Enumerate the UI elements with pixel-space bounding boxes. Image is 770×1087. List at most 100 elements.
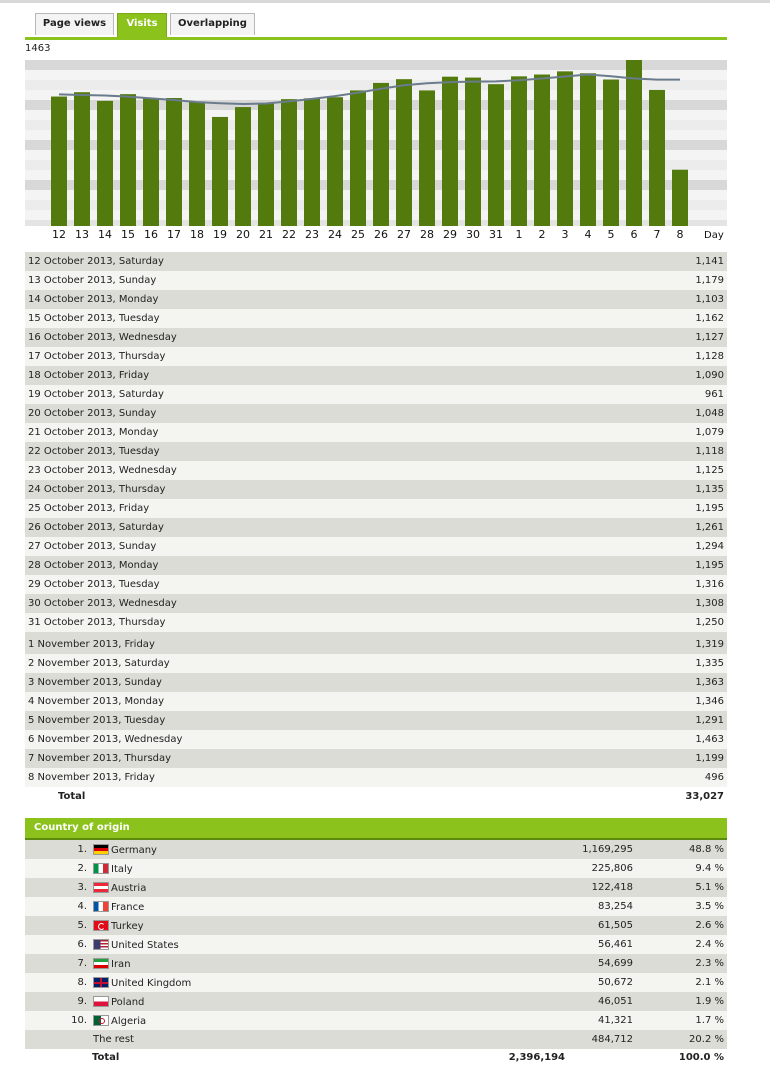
flag-poland-icon [93, 995, 109, 1007]
daily-row: 1 November 2013, Friday 1,319 [25, 632, 727, 654]
country-percent: 2.6 % [695, 920, 724, 931]
tab-underline [25, 37, 727, 40]
chart-bar [511, 76, 527, 227]
daily-date: 29 October 2013, Tuesday [28, 579, 160, 590]
flag-algeria-icon [93, 1014, 109, 1026]
country-rest-row: The rest 484,712 20.2 % [25, 1030, 727, 1049]
daily-date: 2 November 2013, Saturday [28, 658, 170, 669]
country-percent: 48.8 % [689, 844, 724, 855]
country-row: 10. Algeria 41,321 1.7 % [25, 1011, 727, 1030]
chart-bar [281, 99, 297, 226]
chart-x-tick-label: 26 [374, 228, 388, 241]
daily-date: 24 October 2013, Thursday [28, 484, 166, 495]
country-count: 50,672 [598, 977, 633, 988]
daily-value: 1,127 [695, 332, 724, 343]
top-border [0, 0, 770, 3]
country-row: 3. Austria 122,418 5.1 % [25, 878, 727, 897]
daily-date: 23 October 2013, Wednesday [28, 465, 177, 476]
chart-bar [396, 79, 412, 227]
daily-value: 1,048 [695, 408, 724, 419]
chart-bar [557, 71, 573, 226]
country-count: 225,806 [591, 863, 633, 874]
chart-grid-band [25, 70, 727, 80]
flag-italy-icon [93, 862, 109, 874]
chart-trend-line [58, 73, 680, 106]
chart-bar [189, 102, 205, 226]
country-total-count: 2,396,194 [508, 1052, 565, 1063]
country-count: 46,051 [598, 996, 633, 1007]
daily-total-label: Total [58, 791, 86, 802]
tab-overlapping[interactable]: Overlapping [170, 13, 255, 35]
tab-page-views[interactable]: Page views [35, 13, 114, 35]
daily-value: 1,128 [695, 351, 724, 362]
daily-row: 8 November 2013, Friday 496 [25, 768, 727, 787]
daily-date: 1 November 2013, Friday [28, 639, 155, 650]
daily-date: 30 October 2013, Wednesday [28, 598, 177, 609]
daily-date: 19 October 2013, Saturday [28, 389, 164, 400]
chart-bar [465, 77, 481, 226]
country-count: 54,699 [598, 958, 633, 969]
country-name: Iran [111, 958, 131, 970]
chart-bar [626, 60, 642, 226]
daily-value: 1,346 [695, 696, 724, 707]
country-name-cell: United States [93, 935, 393, 954]
daily-date: 3 November 2013, Sunday [28, 677, 162, 688]
daily-row: 5 November 2013, Tuesday 1,291 [25, 711, 727, 730]
country-row: 7. Iran 54,699 2.3 % [25, 954, 727, 973]
tab-visits[interactable]: Visits [117, 13, 167, 38]
country-name-cell: Germany [93, 840, 393, 859]
country-count: 1,169,295 [582, 844, 633, 855]
daily-row: 14 October 2013, Monday 1,103 [25, 290, 727, 309]
daily-row: 21 October 2013, Monday 1,079 [25, 423, 727, 442]
country-name: Algeria [111, 1015, 147, 1027]
country-rest-count: 484,712 [591, 1034, 633, 1045]
daily-value: 1,463 [695, 734, 724, 745]
chart-bar [235, 107, 251, 226]
daily-row: 30 October 2013, Wednesday 1,308 [25, 594, 727, 613]
country-row: 6. United States 56,461 2.4 % [25, 935, 727, 954]
country-row: 9. Poland 46,051 1.9 % [25, 992, 727, 1011]
country-name: United Kingdom [111, 977, 192, 989]
daily-value: 1,079 [695, 427, 724, 438]
daily-row: 26 October 2013, Saturday 1,261 [25, 518, 727, 537]
daily-row: 15 October 2013, Tuesday 1,162 [25, 309, 727, 328]
chart-bar [373, 82, 389, 226]
daily-value: 1,316 [695, 579, 724, 590]
country-section-title: Country of origin [34, 822, 130, 833]
daily-row: 31 October 2013, Thursday 1,250 [25, 613, 727, 632]
daily-date: 27 October 2013, Sunday [28, 541, 157, 552]
daily-date: 8 November 2013, Friday [28, 772, 155, 783]
country-rank: 8. [77, 977, 87, 988]
chart-bar [120, 94, 136, 226]
daily-row: 7 November 2013, Thursday 1,199 [25, 749, 727, 768]
country-count: 83,254 [598, 901, 633, 912]
country-percent: 3.5 % [695, 901, 724, 912]
country-rank: 4. [77, 901, 87, 912]
chart-x-tick-label: 22 [282, 228, 296, 241]
daily-date: 12 October 2013, Saturday [28, 256, 164, 267]
chart-bar [143, 98, 159, 226]
country-name-cell: Austria [93, 878, 393, 897]
chart-bar [212, 116, 228, 226]
chart-bar [442, 76, 458, 226]
daily-date: 26 October 2013, Saturday [28, 522, 164, 533]
chart-bar [649, 89, 665, 226]
chart-bar [74, 92, 90, 226]
chart-x-tick-label: 28 [420, 228, 434, 241]
country-name-cell: Italy [93, 859, 393, 878]
country-percent: 2.4 % [695, 939, 724, 950]
daily-value: 1,090 [695, 370, 724, 381]
country-count: 56,461 [598, 939, 633, 950]
country-name: United States [111, 939, 179, 951]
chart-x-tick-label: 30 [466, 228, 480, 241]
chart-bar [419, 90, 435, 226]
daily-value: 1,135 [695, 484, 724, 495]
country-row: 8. United Kingdom 50,672 2.1 % [25, 973, 727, 992]
daily-row: 19 October 2013, Saturday 961 [25, 385, 727, 404]
country-percent: 9.4 % [695, 863, 724, 874]
country-rank: 6. [77, 939, 87, 950]
daily-value: 1,261 [695, 522, 724, 533]
country-percent: 1.7 % [695, 1015, 724, 1026]
daily-value: 1,179 [695, 275, 724, 286]
chart-x-tick-label: 2 [539, 228, 546, 241]
